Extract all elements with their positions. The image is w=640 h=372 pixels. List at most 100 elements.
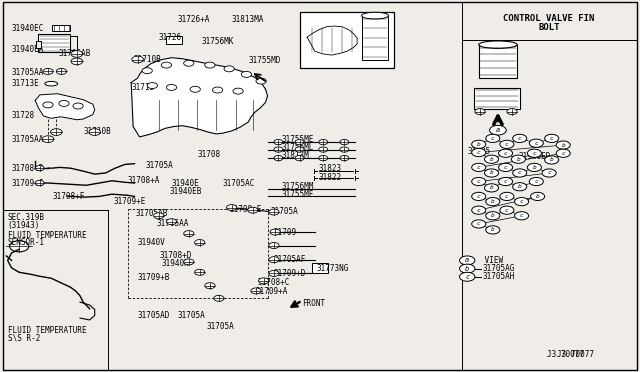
Text: 31705AC: 31705AC: [223, 179, 255, 188]
Circle shape: [212, 87, 223, 93]
Text: 31709+A: 31709+A: [256, 287, 289, 296]
Text: 31705A: 31705A: [270, 207, 298, 216]
Text: 31755MD: 31755MD: [248, 56, 281, 65]
Circle shape: [35, 180, 44, 186]
Circle shape: [531, 192, 545, 201]
Circle shape: [472, 140, 486, 148]
Circle shape: [256, 78, 266, 84]
Text: 31705AA: 31705AA: [12, 135, 44, 144]
Text: 31708+E: 31708+E: [229, 205, 262, 214]
Circle shape: [233, 88, 243, 94]
Circle shape: [499, 149, 513, 157]
Circle shape: [486, 212, 500, 220]
Text: 31713E: 31713E: [12, 79, 39, 88]
Circle shape: [59, 100, 69, 106]
Circle shape: [472, 177, 486, 186]
Text: 31813M: 31813M: [282, 151, 309, 160]
Circle shape: [319, 140, 328, 145]
Text: 31705A: 31705A: [178, 311, 205, 320]
Text: 31756ML: 31756ML: [282, 143, 314, 152]
Text: 31709: 31709: [274, 228, 297, 237]
Text: 31713: 31713: [131, 83, 154, 92]
Circle shape: [486, 226, 500, 234]
Circle shape: [545, 134, 559, 142]
Text: 31940V: 31940V: [138, 238, 165, 247]
Text: c: c: [518, 170, 522, 176]
Circle shape: [460, 272, 475, 281]
Text: c: c: [504, 151, 508, 156]
Circle shape: [460, 256, 475, 265]
Text: a: a: [496, 127, 500, 133]
Text: 31705AH: 31705AH: [483, 272, 515, 281]
Text: b: b: [490, 157, 493, 162]
Circle shape: [295, 155, 304, 161]
Circle shape: [472, 148, 486, 157]
Text: b: b: [490, 170, 493, 176]
Circle shape: [227, 205, 237, 211]
Circle shape: [214, 295, 224, 301]
Circle shape: [42, 136, 54, 142]
Text: b: b: [561, 142, 565, 148]
Text: c: c: [465, 274, 469, 280]
Text: VIEW: VIEW: [480, 256, 503, 265]
Circle shape: [270, 229, 280, 235]
Circle shape: [545, 156, 559, 164]
Bar: [52, 25, 70, 31]
Text: 31709+B: 31709+B: [138, 273, 170, 282]
Circle shape: [500, 206, 514, 214]
Circle shape: [529, 139, 543, 147]
Text: c: c: [505, 208, 509, 213]
Text: 31940E: 31940E: [172, 179, 199, 188]
Text: b: b: [536, 194, 540, 199]
Circle shape: [190, 86, 200, 92]
Text: b: b: [518, 184, 522, 189]
Text: 31705A: 31705A: [206, 322, 234, 331]
Circle shape: [195, 240, 205, 246]
Text: c: c: [477, 179, 481, 184]
Circle shape: [161, 62, 172, 68]
Text: 31710B: 31710B: [133, 55, 161, 64]
Circle shape: [542, 169, 556, 177]
Text: c: c: [520, 199, 524, 204]
Circle shape: [295, 140, 304, 145]
Circle shape: [241, 71, 252, 77]
Circle shape: [319, 155, 328, 161]
Circle shape: [56, 68, 67, 74]
Text: FRONT: FRONT: [302, 299, 325, 308]
Circle shape: [35, 166, 44, 171]
Text: b: b: [465, 266, 469, 272]
Text: b: b: [550, 157, 554, 163]
Circle shape: [529, 177, 543, 186]
Text: SENSOR-1: SENSOR-1: [8, 238, 45, 247]
Bar: [362, 16, 388, 60]
Text: b: b: [491, 227, 495, 232]
Text: b: b: [491, 199, 495, 204]
Circle shape: [274, 155, 283, 161]
Text: (31943): (31943): [8, 221, 40, 230]
Circle shape: [486, 198, 500, 206]
Circle shape: [515, 198, 529, 206]
Circle shape: [556, 149, 570, 157]
Circle shape: [132, 56, 143, 63]
Text: c: c: [491, 136, 495, 141]
Text: 31940EB: 31940EB: [170, 187, 202, 196]
Text: FLUID TEMPERATURE: FLUID TEMPERATURE: [8, 231, 86, 240]
Text: b: b: [491, 213, 495, 218]
Text: c: c: [477, 194, 481, 199]
Text: 31755MF: 31755MF: [282, 190, 314, 199]
Circle shape: [184, 231, 194, 237]
Text: a: a: [465, 256, 470, 265]
Circle shape: [89, 129, 100, 135]
Text: 31705A: 31705A: [146, 161, 173, 170]
Text: 31709+C: 31709+C: [12, 179, 44, 187]
Polygon shape: [307, 26, 357, 55]
Bar: [479, 45, 517, 78]
Text: 31705AB: 31705AB: [59, 49, 92, 58]
Circle shape: [527, 149, 541, 157]
Text: SEC.319B: SEC.319B: [8, 213, 45, 222]
Text: 31705: 31705: [467, 147, 490, 156]
Text: 31940ED: 31940ED: [518, 153, 551, 161]
Text: c: c: [534, 141, 538, 146]
Circle shape: [154, 213, 164, 219]
Text: b: b: [516, 157, 520, 162]
